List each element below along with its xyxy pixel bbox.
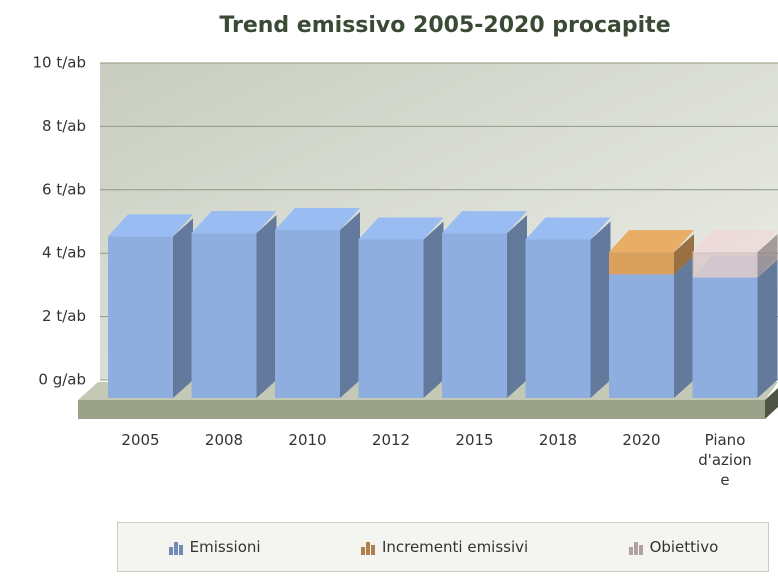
legend-swatch xyxy=(168,542,183,555)
legend-swatch xyxy=(628,542,643,555)
bar-top xyxy=(275,207,360,230)
legend-swatch xyxy=(360,542,375,555)
bar-front xyxy=(692,277,758,398)
bar-front xyxy=(525,239,591,398)
bar-side xyxy=(674,234,694,275)
bar-side xyxy=(757,259,778,398)
bar-side xyxy=(256,215,277,398)
legend-item: Emissioni xyxy=(168,538,261,556)
x-tick-label: 2018 xyxy=(538,431,578,449)
bar xyxy=(191,211,277,398)
bar-side xyxy=(507,215,527,398)
swatch-bar xyxy=(173,542,178,555)
chart-title: Trend emissivo 2005-2020 procapite xyxy=(219,13,670,38)
x-tick-label: Piano d'azione xyxy=(698,431,752,489)
bar-front xyxy=(108,236,173,398)
bar-top xyxy=(358,217,444,240)
bar-front xyxy=(442,233,507,398)
bar-front xyxy=(692,252,758,278)
x-tick-label: 2008 xyxy=(204,431,244,449)
y-tick-label: 10 t/ab xyxy=(32,54,86,72)
x-tick-label: 2012 xyxy=(371,431,411,449)
bar xyxy=(692,230,778,278)
swatch-bar xyxy=(178,545,183,555)
legend-item: Obiettivo xyxy=(628,538,719,556)
bar xyxy=(609,230,694,275)
y-tick-label: 8 t/ab xyxy=(42,117,86,135)
legend-item: Incrementi emissivi xyxy=(360,538,528,556)
bar-top xyxy=(525,217,611,240)
swatch-bar xyxy=(365,542,370,555)
swatch-bar xyxy=(168,547,173,555)
bar-top xyxy=(191,211,277,234)
bar-side xyxy=(757,234,778,278)
bar xyxy=(275,207,360,398)
bar-side xyxy=(173,218,193,398)
floor-side xyxy=(765,388,778,419)
bar-top xyxy=(442,211,527,234)
legend: Emissioni Incrementi emissivi Obiettivo xyxy=(117,522,769,572)
swatch-bar xyxy=(360,547,365,555)
swatch-bar xyxy=(370,545,375,555)
bar-side xyxy=(590,221,611,398)
bar xyxy=(525,217,611,398)
x-tick-label: 2010 xyxy=(288,431,327,449)
bar-top xyxy=(108,214,193,237)
legend-label: Incrementi emissivi xyxy=(381,538,529,556)
legend-label: Obiettivo xyxy=(649,538,719,556)
y-tick-label: 6 t/ab xyxy=(42,180,86,198)
floor-front xyxy=(78,400,765,419)
swatch-bar xyxy=(638,545,643,555)
x-tick-label: 2005 xyxy=(121,431,160,449)
bar-front xyxy=(609,274,674,398)
swatch-bar xyxy=(633,542,638,555)
bar-side xyxy=(423,221,444,398)
bar xyxy=(108,214,193,398)
y-tick-label: 4 t/ab xyxy=(42,244,86,262)
bar-front xyxy=(358,239,424,398)
bar-side xyxy=(674,256,694,398)
legend-label: Emissioni xyxy=(189,538,261,556)
bar-side xyxy=(340,211,360,398)
bar-top xyxy=(609,230,694,253)
bar-front xyxy=(275,229,340,398)
bar xyxy=(442,211,527,398)
y-tick-label: 2 t/ab xyxy=(42,307,86,325)
bar xyxy=(358,217,444,398)
x-tick-label: 2015 xyxy=(455,431,494,449)
x-tick-label: 2020 xyxy=(622,431,661,449)
bar-top xyxy=(692,230,778,253)
y-tick-label: 0 g/ab xyxy=(38,371,86,389)
bar-front xyxy=(609,252,674,275)
swatch-bar xyxy=(628,547,633,555)
bar-front xyxy=(191,233,257,398)
